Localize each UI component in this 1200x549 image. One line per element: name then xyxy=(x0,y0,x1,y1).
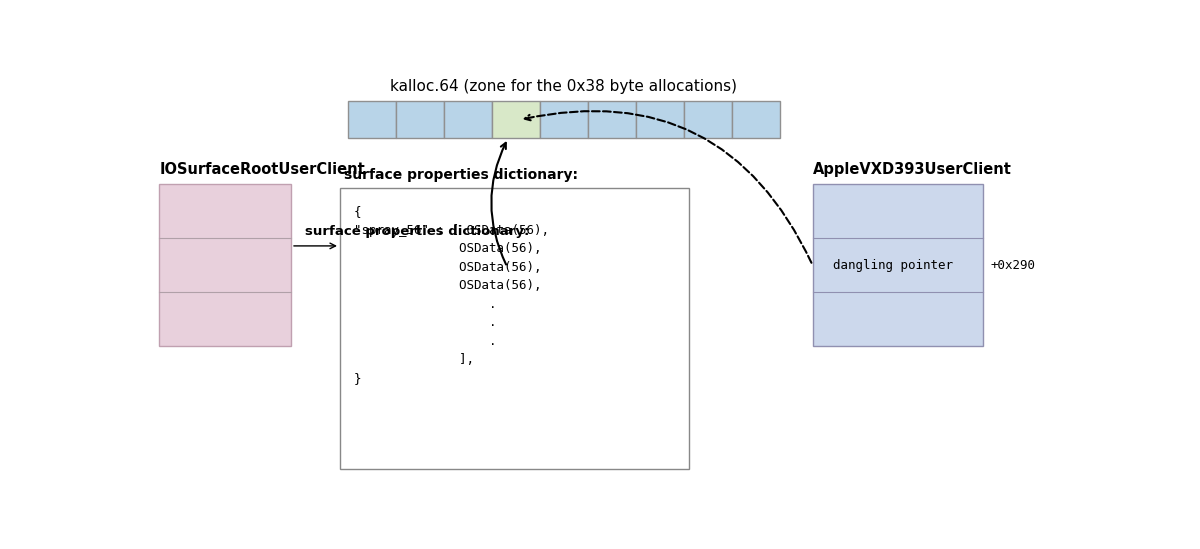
Text: surface properties dictionary:: surface properties dictionary: xyxy=(305,225,529,238)
Bar xyxy=(636,102,684,138)
Text: dangling pointer: dangling pointer xyxy=(833,259,953,272)
Text: surface properties dictionary:: surface properties dictionary: xyxy=(343,168,577,182)
Text: IOSurfaceRootUserClient: IOSurfaceRootUserClient xyxy=(160,162,365,177)
Bar xyxy=(540,102,588,138)
Bar xyxy=(732,102,780,138)
Text: +0x290: +0x290 xyxy=(991,259,1036,272)
Bar xyxy=(340,188,689,469)
Bar xyxy=(588,102,636,138)
Bar xyxy=(492,102,540,138)
Bar xyxy=(684,102,732,138)
Bar xyxy=(348,102,396,138)
Bar xyxy=(444,102,492,138)
Text: kalloc.64 (zone for the 0x38 byte allocations): kalloc.64 (zone for the 0x38 byte alloca… xyxy=(390,79,737,93)
Text: {
"spray_56" : [ OSData(56),
              OSData(56),
              OSData(56),: { "spray_56" : [ OSData(56), OSData(56),… xyxy=(354,205,548,385)
Bar xyxy=(160,184,292,346)
Text: AppleVXD393UserClient: AppleVXD393UserClient xyxy=(812,162,1012,177)
Bar xyxy=(812,184,983,346)
Bar xyxy=(396,102,444,138)
